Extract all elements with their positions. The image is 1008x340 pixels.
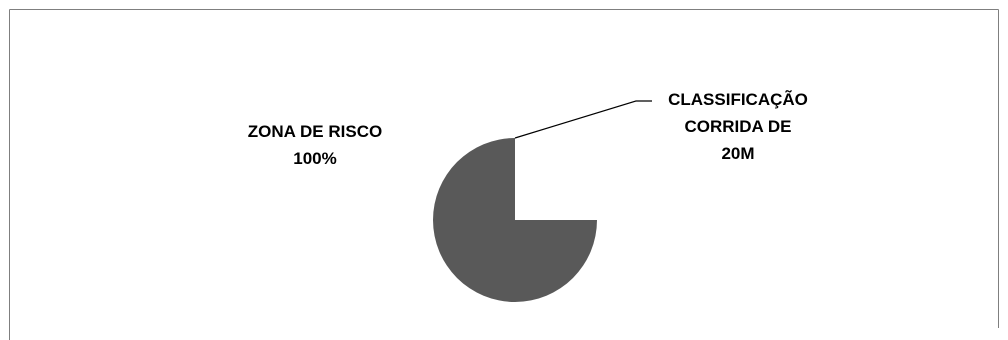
pie-slice-zona-de-risco xyxy=(433,138,597,302)
data-label-zona-de-risco: ZONA DE RISCO 100% xyxy=(200,118,430,172)
data-label-classificacao: CLASSIFICAÇÃO CORRIDA DE 20M xyxy=(628,86,848,167)
data-label-zona-category: ZONA DE RISCO xyxy=(247,122,383,141)
data-label-classificacao-line3: 20M xyxy=(721,144,755,163)
data-label-classificacao-line2: CORRIDA DE xyxy=(684,117,792,136)
data-label-classificacao-line1: CLASSIFICAÇÃO xyxy=(668,90,808,109)
label-leader-line xyxy=(514,100,652,139)
data-label-zona-value: 100% xyxy=(293,149,337,168)
